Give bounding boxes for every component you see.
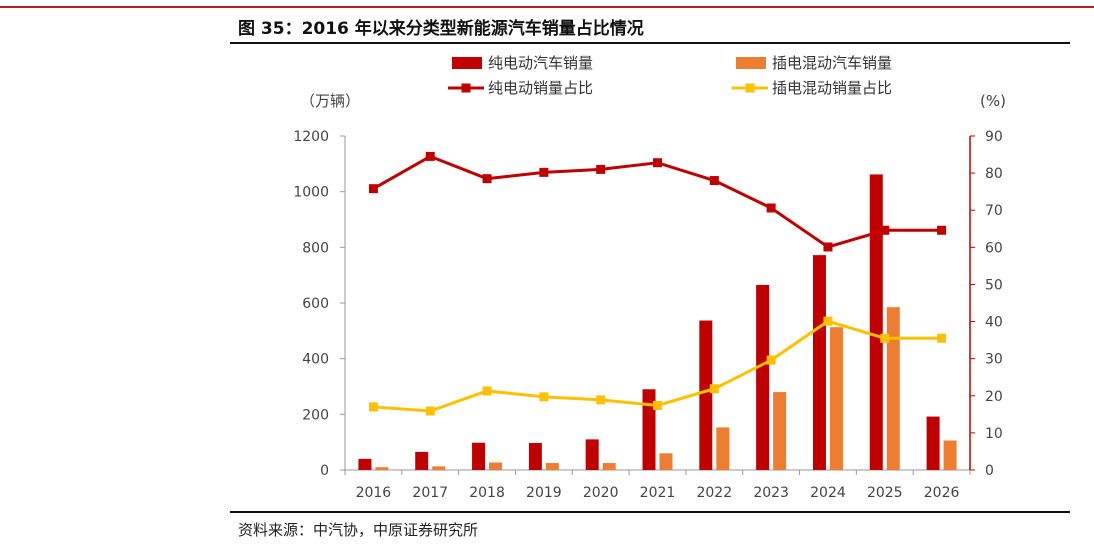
source-note: 资料来源：中汽协，中原证券研究所 <box>238 521 479 539</box>
legend-label: 插电混动销量占比 <box>772 79 892 97</box>
x-tick-label: 2017 <box>412 485 448 501</box>
line-bev-share <box>372 154 942 249</box>
point-bev-share <box>823 242 833 252</box>
bar-phev <box>375 467 389 470</box>
right-tick-label: 90 <box>985 129 1003 145</box>
top-rule <box>0 6 1094 8</box>
x-tick-label: 2026 <box>924 485 960 501</box>
legend-swatch <box>452 57 482 69</box>
point-bev-share <box>766 203 776 213</box>
left-tick-label: 800 <box>302 240 329 256</box>
point-phev-share <box>766 355 776 365</box>
x-tick-label: 2025 <box>867 485 903 501</box>
point-phev-share <box>596 395 606 405</box>
point-phev-share <box>653 400 662 410</box>
x-tick-label: 2023 <box>753 485 789 501</box>
x-tick-label: 2024 <box>810 485 846 501</box>
point-bev-share <box>425 151 435 161</box>
point-bev-share <box>709 176 719 186</box>
right-tick-label: 60 <box>985 240 1003 256</box>
bar-bev <box>358 458 372 470</box>
point-phev-share <box>937 333 947 343</box>
right-tick-label: 70 <box>985 203 1003 219</box>
bar-bev <box>869 174 883 470</box>
bar-phev <box>943 440 957 470</box>
right-tick-label: 80 <box>985 166 1003 182</box>
figure-title: 图 35：2016 年以来分类型新能源汽车销量占比情况 <box>238 19 644 39</box>
point-bev-share <box>596 164 606 174</box>
point-phev-share <box>368 402 378 412</box>
line-phev-share <box>373 319 942 413</box>
point-bev-share <box>653 158 662 168</box>
left-tick-label: 600 <box>302 296 329 312</box>
left-tick-label: 400 <box>302 352 329 368</box>
right-tick-label: 30 <box>985 352 1003 368</box>
point-bev-share <box>880 225 890 235</box>
bottom-rule <box>230 511 1070 513</box>
right-tick-label: 10 <box>985 426 1003 442</box>
bar-phev <box>659 453 673 470</box>
legend-marker <box>745 83 755 93</box>
point-bev-share <box>937 225 947 235</box>
point-phev-share <box>482 386 492 396</box>
left-tick-label: 0 <box>320 463 329 479</box>
point-bev-share <box>539 167 549 177</box>
x-tick-label: 2019 <box>526 485 562 501</box>
bar-phev <box>602 463 616 470</box>
legend-label: 插电混动汽车销量 <box>772 54 892 72</box>
bar-bev <box>415 451 429 470</box>
point-phev-share <box>425 406 435 416</box>
point-phev-share <box>709 384 719 394</box>
point-bev-share <box>368 184 378 194</box>
right-tick-label: 40 <box>985 315 1003 331</box>
point-phev-share <box>539 392 549 402</box>
x-tick-label: 2020 <box>583 485 619 501</box>
bar-phev <box>545 463 559 470</box>
x-tick-label: 2022 <box>696 485 732 501</box>
right-tick-label: 0 <box>985 463 994 479</box>
bar-bev <box>642 389 656 470</box>
x-tick-label: 2021 <box>640 485 676 501</box>
x-tick-label: 2018 <box>469 485 505 501</box>
left-axis-unit: （万辆） <box>300 92 360 110</box>
title-rule <box>230 42 1070 44</box>
legend-swatch <box>736 57 766 69</box>
legend-marker <box>461 83 471 93</box>
bar-phev <box>716 427 730 470</box>
bar-bev <box>756 284 770 470</box>
point-bev-share <box>482 174 492 184</box>
left-tick-label: 200 <box>302 407 329 423</box>
bar-phev <box>886 307 900 470</box>
bar-phev <box>489 462 503 470</box>
bar-bev <box>585 439 599 470</box>
bar-bev <box>812 255 826 470</box>
bar-bev <box>926 416 940 470</box>
legend-label: 纯电动销量占比 <box>488 79 593 97</box>
legend-label: 纯电动汽车销量 <box>488 54 593 72</box>
point-phev-share <box>880 333 890 343</box>
left-tick-label: 1200 <box>293 129 329 145</box>
right-tick-label: 50 <box>985 277 1003 293</box>
bar-bev <box>472 442 486 470</box>
bar-phev <box>432 466 446 470</box>
x-tick-label: 2016 <box>356 485 392 501</box>
left-tick-label: 1000 <box>293 185 329 201</box>
bar-bev <box>528 443 542 470</box>
bar-phev <box>773 392 787 470</box>
right-axis-unit: (%) <box>980 92 1006 110</box>
right-tick-label: 20 <box>985 389 1003 405</box>
bar-bev <box>699 320 713 470</box>
bar-phev <box>829 327 843 470</box>
point-phev-share <box>823 316 833 326</box>
